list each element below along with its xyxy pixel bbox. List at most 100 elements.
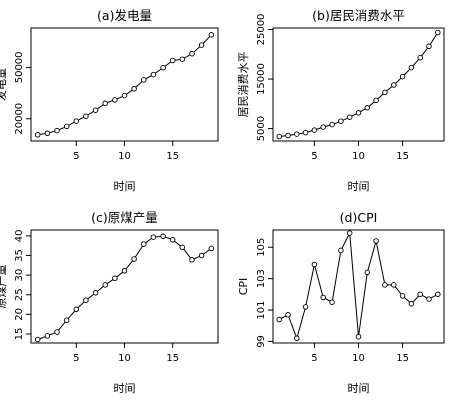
panel-d-data-point xyxy=(276,316,282,323)
panel-c-data-point xyxy=(112,275,118,282)
panel-c-title: (c)原煤产量 xyxy=(91,210,158,225)
panel-d-data-point xyxy=(311,261,318,268)
panel-b-plot-frame xyxy=(272,27,445,142)
panel-c-data-point xyxy=(150,234,157,240)
panel-b-series-line xyxy=(279,32,439,137)
panel-c-series-line xyxy=(37,235,212,340)
panel-d-series-line xyxy=(278,231,439,340)
panel-a-data-point xyxy=(141,77,147,83)
panel-c-xlabel: 时间 xyxy=(114,382,136,395)
panel-a-xtick-label: 5 xyxy=(73,151,79,162)
panel-a-data-point xyxy=(189,50,195,57)
panel-b-data-point xyxy=(311,127,318,133)
panel-b-data-point xyxy=(320,124,326,130)
panel-c-data-point xyxy=(83,297,89,303)
panel-a-plot-frame xyxy=(30,27,219,142)
panel-a-data-point xyxy=(121,92,128,99)
panel-d-data-point xyxy=(435,291,441,298)
panel-a-data-point xyxy=(179,56,186,62)
panel-b-data-point xyxy=(276,133,282,140)
panel-b-data-point xyxy=(399,73,406,80)
panel-b-data-point xyxy=(408,64,415,71)
panel-c-data-point xyxy=(160,233,166,240)
panel-c-coal: (c)原煤产量 时间 原煤产量 5 10 15 15 20 25 30 35 40 xyxy=(0,210,219,395)
panel-c-data-point xyxy=(121,268,128,274)
panel-c-plot-frame xyxy=(30,229,219,344)
panel-d-data-point xyxy=(391,282,397,288)
panel-b-xlabel: 时间 xyxy=(348,180,370,193)
panel-b-consumption: (b)居民消费水平 时间 居民消费水平 5 10 15 5000 15000 25000 xyxy=(236,8,445,193)
panel-a-data-point xyxy=(169,57,176,64)
panel-a-data-point xyxy=(54,127,60,134)
panel-d-data-point xyxy=(285,312,291,318)
panel-d-data-point xyxy=(294,335,300,342)
panel-a-title: (a)发电量 xyxy=(97,8,152,23)
panel-d-ytick-label: 103 xyxy=(256,269,267,288)
panel-d-ytick-label: 101 xyxy=(256,300,267,319)
panel-c-data-point xyxy=(179,244,186,251)
panel-a-ylabel: 发电量 xyxy=(0,68,8,101)
panel-d-plot-frame xyxy=(272,229,445,344)
panel-d-ytick-label: 99 xyxy=(256,335,267,348)
panel-a-data-point xyxy=(83,113,89,119)
panel-c-data-point xyxy=(141,241,147,247)
panel-d-data-point xyxy=(329,299,335,305)
panel-c-xtick-label: 10 xyxy=(118,353,131,364)
panel-d-cpi: (d)CPI 时间 CPI 5 10 15 99 101 103 105 xyxy=(237,210,445,395)
panel-d-data-point xyxy=(399,293,406,299)
panel-a-data-point xyxy=(198,42,205,48)
panel-b-data-point xyxy=(285,132,291,139)
panel-a-data-point xyxy=(150,71,157,78)
panel-b-data-point xyxy=(382,89,388,96)
panel-a-data-point xyxy=(160,64,166,71)
panel-c-ytick-label: 25 xyxy=(14,288,25,301)
panel-d-data-point xyxy=(302,304,309,310)
panel-a-data-point xyxy=(44,130,51,137)
panel-a-xtick-label: 10 xyxy=(118,151,131,162)
panel-c-data-point xyxy=(208,245,215,252)
panel-d-title: (d)CPI xyxy=(340,210,378,225)
panel-d-data-point xyxy=(382,282,388,288)
panel-c-data-point xyxy=(63,317,70,323)
panel-d-data-point xyxy=(373,238,379,244)
panel-a-data-point xyxy=(34,132,41,138)
panel-d-data-point xyxy=(364,269,371,276)
panel-b-ylabel: 居民消费水平 xyxy=(236,52,250,118)
panel-c-data-point xyxy=(198,252,205,259)
panel-b-data-point xyxy=(373,97,379,104)
panel-b-ytick-label: 15000 xyxy=(256,63,267,95)
panel-d-ytick-label: 105 xyxy=(256,238,267,257)
panel-c-data-point xyxy=(54,329,60,335)
panel-d-data-point xyxy=(408,301,415,307)
panel-c-data-point xyxy=(189,257,195,263)
panel-b-data-point xyxy=(364,105,371,111)
panel-a-data-point xyxy=(131,86,137,92)
panel-b-xtick-label: 10 xyxy=(352,151,365,162)
panel-a-data-point xyxy=(102,100,108,107)
panel-c-data-point xyxy=(169,237,176,243)
panel-a-series-line xyxy=(37,34,212,136)
panel-d-xtick-label: 5 xyxy=(311,353,317,364)
panel-d-xtick-label: 15 xyxy=(396,353,409,364)
panel-c-data-point xyxy=(92,290,99,296)
panel-a-xlabel: 时间 xyxy=(114,180,136,193)
panel-b-data-point xyxy=(391,82,397,88)
panel-d-data-point xyxy=(417,291,423,298)
panel-c-ylabel: 原煤产量 xyxy=(0,265,8,309)
panel-d-data-point xyxy=(346,230,353,236)
panel-b-data-point xyxy=(417,54,423,61)
panel-a-data-point xyxy=(112,97,118,103)
panel-c-data-point xyxy=(73,306,80,313)
panel-c-data-point xyxy=(131,256,137,262)
panel-b-data-point xyxy=(346,114,353,120)
panel-d-data-point xyxy=(320,294,326,301)
panel-c-data-point xyxy=(102,282,108,288)
panel-d-data-point xyxy=(355,333,362,340)
panel-c-ytick-label: 40 xyxy=(14,230,25,243)
panel-c-ytick-label: 20 xyxy=(14,308,25,321)
panel-b-data-point xyxy=(338,118,344,124)
panel-b-ytick-label: 5000 xyxy=(256,116,267,141)
panel-a-data-point xyxy=(63,123,70,130)
panel-c-ytick-label: 30 xyxy=(14,269,25,282)
